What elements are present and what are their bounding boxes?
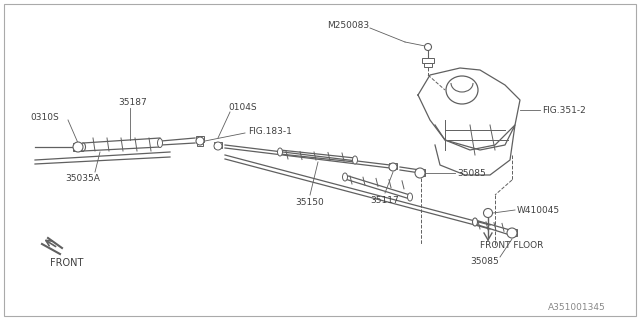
Ellipse shape [472, 218, 477, 226]
Bar [73, 143, 83, 151]
Bar [416, 169, 425, 176]
Ellipse shape [446, 76, 478, 104]
Ellipse shape [353, 156, 358, 164]
Text: FRONT FLOOR: FRONT FLOOR [480, 241, 543, 250]
Text: 35187: 35187 [118, 98, 147, 107]
Bar [508, 229, 517, 236]
Bar [389, 163, 397, 169]
Bar [424, 63, 432, 67]
Text: 35035A: 35035A [65, 173, 100, 182]
Text: 35085: 35085 [470, 257, 499, 266]
Bar [214, 142, 222, 148]
Text: 35085: 35085 [457, 169, 486, 178]
Text: 35117: 35117 [370, 196, 399, 204]
Circle shape [214, 142, 222, 150]
Text: M250083: M250083 [327, 20, 369, 29]
Circle shape [196, 137, 204, 145]
Ellipse shape [408, 193, 413, 201]
Ellipse shape [278, 148, 282, 156]
Text: FRONT: FRONT [50, 258, 83, 268]
Text: FIG.183-1: FIG.183-1 [248, 126, 292, 135]
Ellipse shape [342, 173, 348, 181]
Text: FIG.351-2: FIG.351-2 [542, 106, 586, 115]
Text: W410045: W410045 [517, 205, 560, 214]
Circle shape [424, 44, 431, 51]
Text: 0310S: 0310S [30, 113, 59, 122]
Circle shape [73, 142, 83, 152]
Bar [422, 58, 434, 63]
Circle shape [507, 228, 517, 238]
Bar [196, 136, 204, 142]
Circle shape [415, 168, 425, 178]
Bar [197, 142, 203, 146]
Text: A351001345: A351001345 [548, 303, 605, 313]
Circle shape [389, 163, 397, 171]
Ellipse shape [157, 139, 163, 148]
Ellipse shape [81, 143, 86, 151]
Circle shape [483, 209, 493, 218]
Text: 0104S: 0104S [228, 102, 257, 111]
Text: 35150: 35150 [295, 197, 324, 206]
